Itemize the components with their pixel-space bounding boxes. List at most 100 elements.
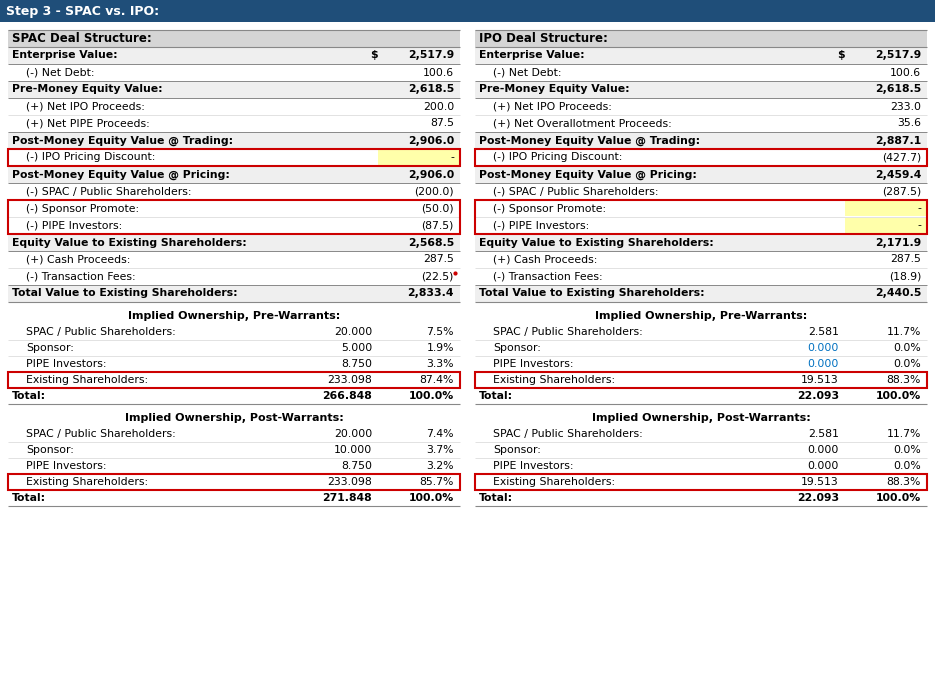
Text: (-) Transaction Fees:: (-) Transaction Fees: [26, 271, 136, 281]
Text: SPAC / Public Shareholders:: SPAC / Public Shareholders: [26, 327, 176, 337]
Text: 100.6: 100.6 [423, 68, 454, 78]
Text: (+) Net PIPE Proceeds:: (+) Net PIPE Proceeds: [26, 119, 150, 128]
Text: 2,440.5: 2,440.5 [874, 288, 921, 298]
Text: Existing Shareholders:: Existing Shareholders: [26, 477, 148, 487]
Bar [475, 474, 927, 490]
Text: 8.750: 8.750 [341, 359, 372, 369]
Text: 0.0%: 0.0% [893, 359, 921, 369]
Text: 2,618.5: 2,618.5 [408, 84, 454, 95]
Text: 88.3%: 88.3% [886, 477, 921, 487]
Bar [8, 166, 460, 183]
Text: Total:: Total: [479, 391, 513, 401]
Bar [8, 30, 460, 47]
Text: (+) Cash Proceeds:: (+) Cash Proceeds: [26, 254, 130, 265]
Text: (22.5): (22.5) [422, 271, 454, 281]
Text: Implied Ownership, Pre-Warrants:: Implied Ownership, Pre-Warrants: [128, 311, 340, 321]
Bar [378, 150, 460, 165]
Text: (87.5): (87.5) [422, 221, 454, 230]
Bar [8, 200, 460, 234]
Text: 85.7%: 85.7% [420, 477, 454, 487]
Text: 2,517.9: 2,517.9 [875, 51, 921, 61]
Text: 3.2%: 3.2% [426, 461, 454, 471]
Text: Equity Value to Existing Shareholders:: Equity Value to Existing Shareholders: [479, 238, 713, 248]
Text: 5.000: 5.000 [340, 343, 372, 353]
Text: Total Value to Existing Shareholders:: Total Value to Existing Shareholders: [479, 288, 705, 298]
Text: 22.093: 22.093 [797, 391, 839, 401]
Text: 266.848: 266.848 [323, 391, 372, 401]
Text: 20.000: 20.000 [334, 429, 372, 439]
Text: 2,833.4: 2,833.4 [408, 288, 454, 298]
Text: 20.000: 20.000 [334, 327, 372, 337]
Text: (-) IPO Pricing Discount:: (-) IPO Pricing Discount: [26, 153, 155, 163]
Text: -: - [917, 203, 921, 213]
Text: 0.0%: 0.0% [893, 445, 921, 455]
Text: 11.7%: 11.7% [886, 327, 921, 337]
Text: (-) Net Debt:: (-) Net Debt: [493, 68, 562, 78]
Text: 2,618.5: 2,618.5 [875, 84, 921, 95]
Text: 2,906.0: 2,906.0 [408, 169, 454, 180]
Text: -: - [450, 153, 454, 163]
Bar [8, 47, 460, 64]
Bar [475, 149, 927, 166]
Text: 10.000: 10.000 [334, 445, 372, 455]
Text: 2,171.9: 2,171.9 [875, 238, 921, 248]
Text: 0.000: 0.000 [808, 461, 839, 471]
Text: Post-Money Equity Value @ Pricing:: Post-Money Equity Value @ Pricing: [479, 169, 697, 180]
Text: (18.9): (18.9) [888, 271, 921, 281]
Bar [8, 474, 460, 490]
Text: (50.0): (50.0) [422, 203, 454, 213]
Text: Pre-Money Equity Value:: Pre-Money Equity Value: [12, 84, 163, 95]
Text: 1.9%: 1.9% [426, 343, 454, 353]
Text: 2,568.5: 2,568.5 [408, 238, 454, 248]
Text: 0.0%: 0.0% [893, 343, 921, 353]
Text: Existing Shareholders:: Existing Shareholders: [26, 375, 148, 385]
Bar [8, 81, 460, 98]
Text: SPAC / Public Shareholders:: SPAC / Public Shareholders: [493, 327, 642, 337]
Text: 233.098: 233.098 [327, 477, 372, 487]
Text: (-) Sponsor Promote:: (-) Sponsor Promote: [26, 203, 139, 213]
Text: (427.7): (427.7) [882, 153, 921, 163]
Text: Sponsor:: Sponsor: [493, 343, 540, 353]
Text: (-) PIPE Investors:: (-) PIPE Investors: [26, 221, 122, 230]
Text: (+) Net Overallotment Proceeds:: (+) Net Overallotment Proceeds: [493, 119, 671, 128]
Text: Pre-Money Equity Value:: Pre-Money Equity Value: [479, 84, 629, 95]
Text: SPAC / Public Shareholders:: SPAC / Public Shareholders: [493, 429, 642, 439]
Bar [8, 372, 460, 388]
Text: 200.0: 200.0 [423, 101, 454, 111]
Text: 35.6: 35.6 [897, 119, 921, 128]
Bar [475, 372, 927, 388]
Text: 100.0%: 100.0% [876, 493, 921, 503]
Text: SPAC Deal Structure:: SPAC Deal Structure: [12, 32, 151, 45]
Bar [8, 285, 460, 302]
Bar [845, 218, 927, 233]
Text: 100.0%: 100.0% [409, 391, 454, 401]
Text: PIPE Investors:: PIPE Investors: [493, 359, 573, 369]
Text: (-) SPAC / Public Shareholders:: (-) SPAC / Public Shareholders: [493, 186, 658, 196]
Text: 271.848: 271.848 [323, 493, 372, 503]
Text: (+) Net IPO Proceeds:: (+) Net IPO Proceeds: [26, 101, 145, 111]
Bar [8, 132, 460, 149]
Text: Total:: Total: [12, 391, 46, 401]
Text: 22.093: 22.093 [797, 493, 839, 503]
Text: 233.0: 233.0 [890, 101, 921, 111]
Text: Implied Ownership, Post-Warrants:: Implied Ownership, Post-Warrants: [592, 413, 811, 423]
Text: Sponsor:: Sponsor: [493, 445, 540, 455]
Text: 11.7%: 11.7% [886, 429, 921, 439]
Text: Post-Money Equity Value @ Trading:: Post-Money Equity Value @ Trading: [12, 136, 233, 146]
Text: 2.581: 2.581 [808, 429, 839, 439]
Text: Implied Ownership, Pre-Warrants:: Implied Ownership, Pre-Warrants: [595, 311, 807, 321]
Text: PIPE Investors:: PIPE Investors: [493, 461, 573, 471]
Text: $: $ [837, 51, 844, 61]
Text: Existing Shareholders:: Existing Shareholders: [493, 477, 615, 487]
Text: 0.000: 0.000 [808, 445, 839, 455]
Bar [475, 81, 927, 98]
Text: Equity Value to Existing Shareholders:: Equity Value to Existing Shareholders: [12, 238, 247, 248]
Text: 87.4%: 87.4% [420, 375, 454, 385]
Text: Sponsor:: Sponsor: [26, 343, 74, 353]
Text: Sponsor:: Sponsor: [26, 445, 74, 455]
Text: (-) Transaction Fees:: (-) Transaction Fees: [493, 271, 603, 281]
Bar [8, 234, 460, 251]
Bar [475, 47, 927, 64]
Text: Step 3 - SPAC vs. IPO:: Step 3 - SPAC vs. IPO: [6, 5, 159, 18]
Text: 2.581: 2.581 [808, 327, 839, 337]
